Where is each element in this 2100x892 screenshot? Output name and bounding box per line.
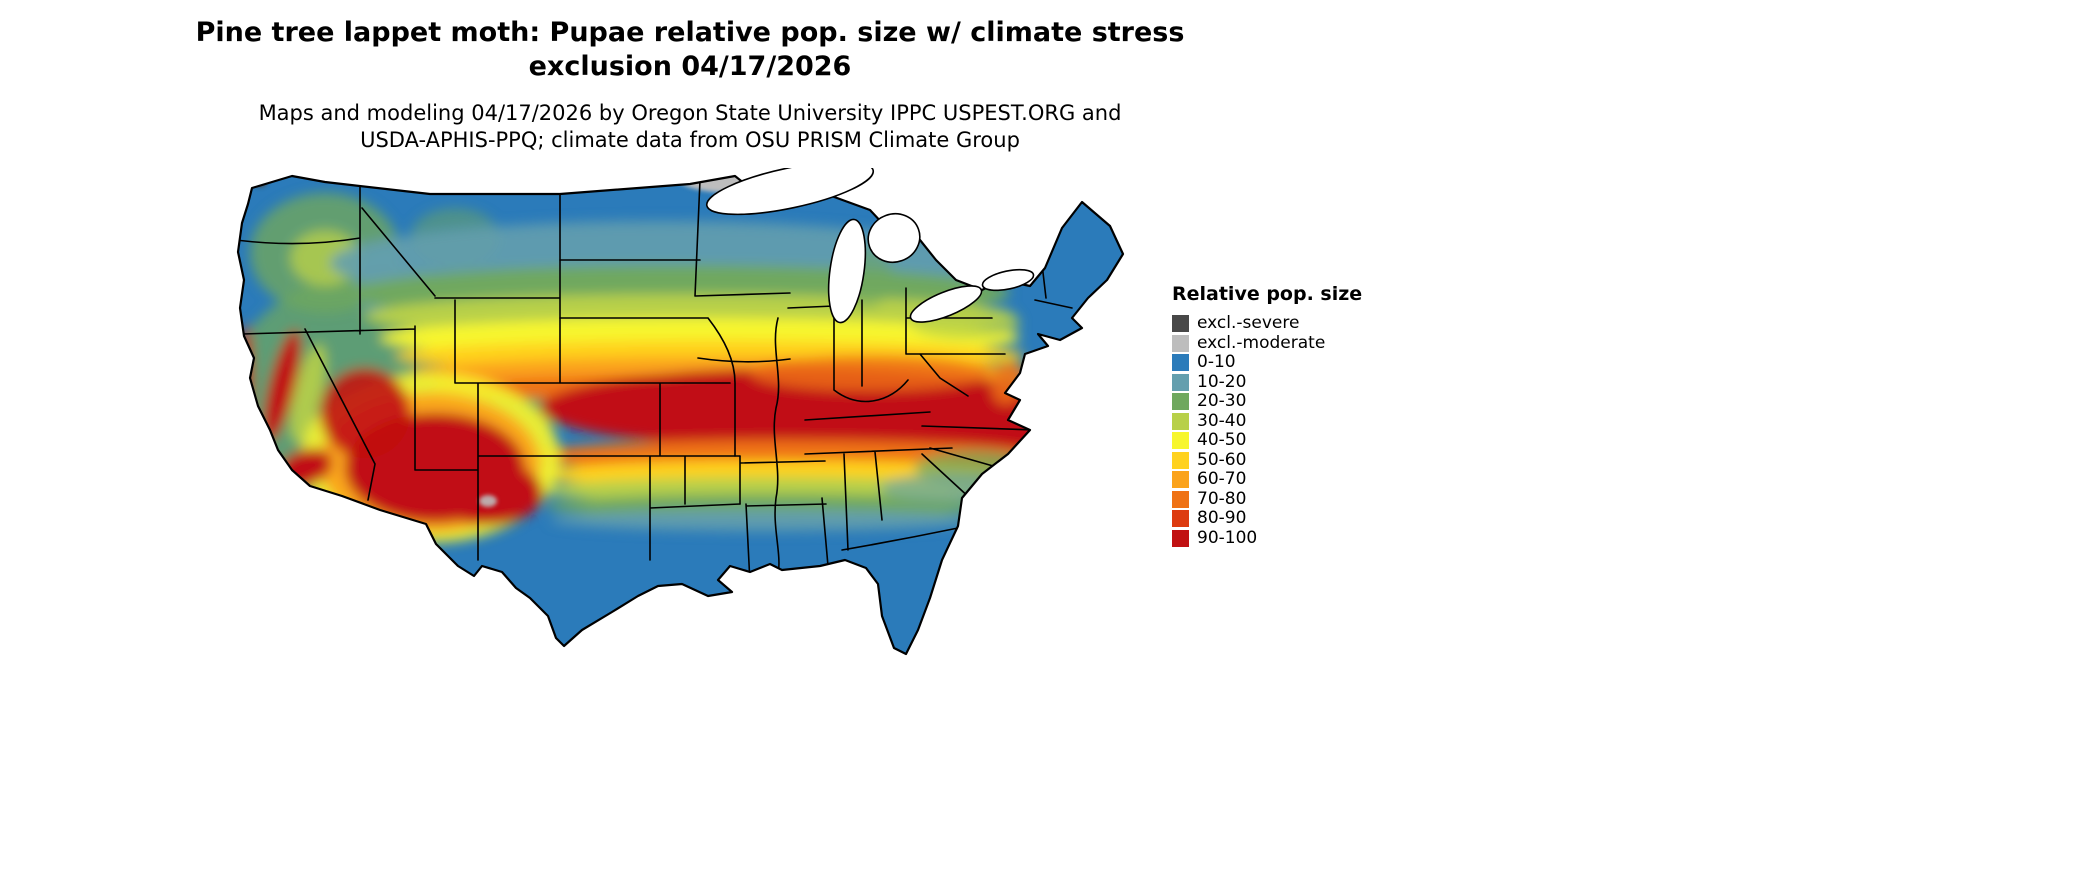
legend-swatch-30-40: [1172, 412, 1189, 430]
legend-swatch-10-20: [1172, 373, 1189, 391]
figure-subtitle-line1: Maps and modeling 04/17/2026 by Oregon S…: [258, 101, 1122, 125]
lake-huron: [867, 212, 921, 264]
legend-label: 10-20: [1197, 371, 1247, 392]
legend-swatch-60-70: [1172, 471, 1189, 489]
legend-swatch-70-80: [1172, 490, 1189, 508]
figure-titles: Pine tree lappet moth: Pupae relative po…: [0, 16, 1380, 154]
us-map: [230, 160, 1140, 665]
legend-label: 90-100: [1197, 527, 1258, 548]
legend-item: excl.-moderate: [1172, 332, 1362, 354]
legend-swatch-40-50: [1172, 432, 1189, 450]
lake-ontario: [981, 268, 1035, 292]
legend-label: 40-50: [1197, 430, 1247, 450]
legend-item: 30-40: [1172, 410, 1362, 432]
legend-label: 30-40: [1197, 410, 1247, 431]
us-coastline: [236, 174, 1125, 656]
legend-swatch-excl-severe: [1172, 315, 1189, 333]
state-borders: [238, 179, 1073, 584]
legend-item: 70-80: [1172, 488, 1362, 510]
legend-item: 20-30: [1172, 391, 1362, 412]
legend-item: 0-10: [1172, 352, 1362, 373]
lake-michigan: [827, 218, 867, 324]
legend-label: excl.-severe: [1197, 313, 1300, 333]
legend-item: 60-70: [1172, 469, 1362, 490]
legend-item: excl.-severe: [1172, 313, 1362, 334]
legend-swatch-0-10: [1172, 354, 1189, 372]
legend-label: 60-70: [1197, 469, 1247, 489]
legend-label: excl.-moderate: [1197, 332, 1326, 353]
map-legend: Relative pop. size excl.-severe excl.-mo…: [1172, 283, 1362, 548]
lake-superior: [705, 160, 875, 216]
figure-title-line2: exclusion 04/17/2026: [528, 51, 852, 82]
lake-erie: [909, 285, 983, 323]
figure-title-line1: Pine tree lappet moth: Pupae relative po…: [195, 17, 1185, 48]
legend-swatch-50-60: [1172, 451, 1189, 469]
legend-item: 40-50: [1172, 430, 1362, 451]
legend-item: 80-90: [1172, 508, 1362, 529]
legend-label: 20-30: [1197, 391, 1247, 411]
great-lakes: [705, 160, 1035, 324]
us-map-svg: [236, 160, 1125, 656]
legend-item: 50-60: [1172, 449, 1362, 471]
legend-item: 10-20: [1172, 371, 1362, 393]
legend-label: 80-90: [1197, 508, 1247, 528]
legend-swatch-80-90: [1172, 510, 1189, 528]
legend-label: 0-10: [1197, 352, 1236, 372]
legend-title: Relative pop. size: [1172, 283, 1363, 305]
legend-item: 90-100: [1172, 527, 1362, 549]
legend-swatch-20-30: [1172, 393, 1189, 411]
legend-swatch-90-100: [1172, 529, 1189, 547]
map-raster: [238, 176, 1123, 654]
legend-label: 70-80: [1197, 488, 1247, 509]
legend-swatch-excl-moderate: [1172, 334, 1189, 352]
legend-label: 50-60: [1197, 449, 1247, 470]
figure-subtitle-line2: USDA-APHIS-PPQ; climate data from OSU PR…: [360, 128, 1020, 152]
figure-subtitle: Maps and modeling 04/17/2026 by Oregon S…: [0, 100, 1380, 154]
